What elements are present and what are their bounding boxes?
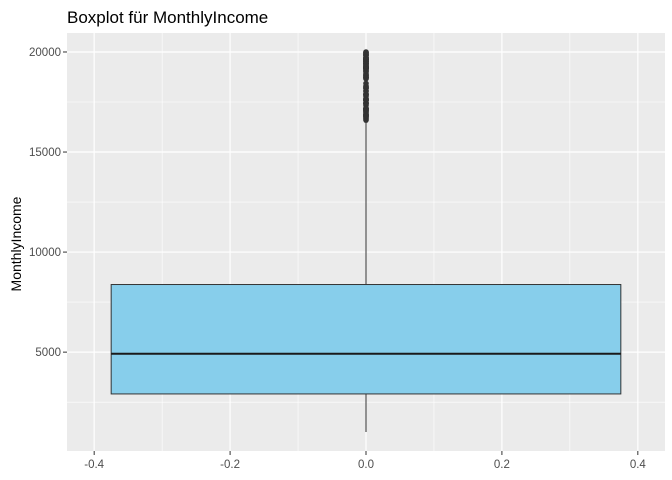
chart-title: Boxplot für MonthlyIncome [67, 8, 268, 27]
y-axis-ticks: 5000 10000 15000 20000 [29, 47, 67, 359]
box-layer [110, 49, 622, 432]
y-tick-label: 5000 [35, 347, 61, 359]
outlier-point [363, 80, 369, 87]
x-tick-label: -0.4 [84, 459, 104, 471]
x-axis-ticks: -0.4 -0.2 0.0 0.2 0.4 [84, 451, 646, 471]
x-tick-label: 0.0 [358, 459, 374, 471]
box-iqr [110, 284, 622, 395]
y-tick-label: 10000 [29, 247, 61, 259]
y-axis-title: MonthlyIncome [8, 196, 24, 291]
outlier-point [363, 49, 369, 55]
y-tick-label: 20000 [29, 47, 61, 59]
x-tick-label: 0.2 [494, 459, 510, 471]
y-tick-label: 15000 [29, 147, 61, 159]
x-tick-label: 0.4 [630, 459, 647, 471]
x-tick-label: -0.2 [220, 459, 240, 471]
